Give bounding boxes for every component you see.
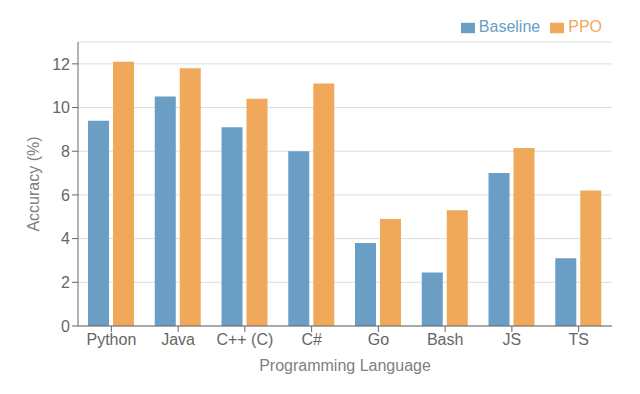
svg-text:Accuracy (%): Accuracy (%): [25, 136, 42, 231]
html-text:Baseline: Baseline: [478, 18, 541, 35]
svg-text:TS: TS: [568, 331, 588, 348]
svg-text:Python: Python: [86, 331, 136, 348]
svg-text:C++ (C): C++ (C): [216, 331, 273, 348]
svg-text:2: 2: [61, 274, 70, 291]
svg-text:JS: JS: [503, 331, 522, 348]
svg-text:Go: Go: [368, 331, 389, 348]
svg-text:8: 8: [61, 143, 70, 160]
html-text:PPO: PPO: [568, 18, 602, 35]
svg-text:Java: Java: [161, 331, 195, 348]
svg-text:C#: C#: [301, 331, 322, 348]
svg-text:10: 10: [52, 99, 70, 116]
svg-text:0: 0: [61, 318, 70, 335]
svg-text:Programming Language: Programming Language: [259, 357, 431, 374]
svg-text:6: 6: [61, 187, 70, 204]
svg-text:Bash: Bash: [427, 331, 463, 348]
svg-text:4: 4: [61, 230, 70, 247]
svg-text:12: 12: [52, 56, 70, 73]
